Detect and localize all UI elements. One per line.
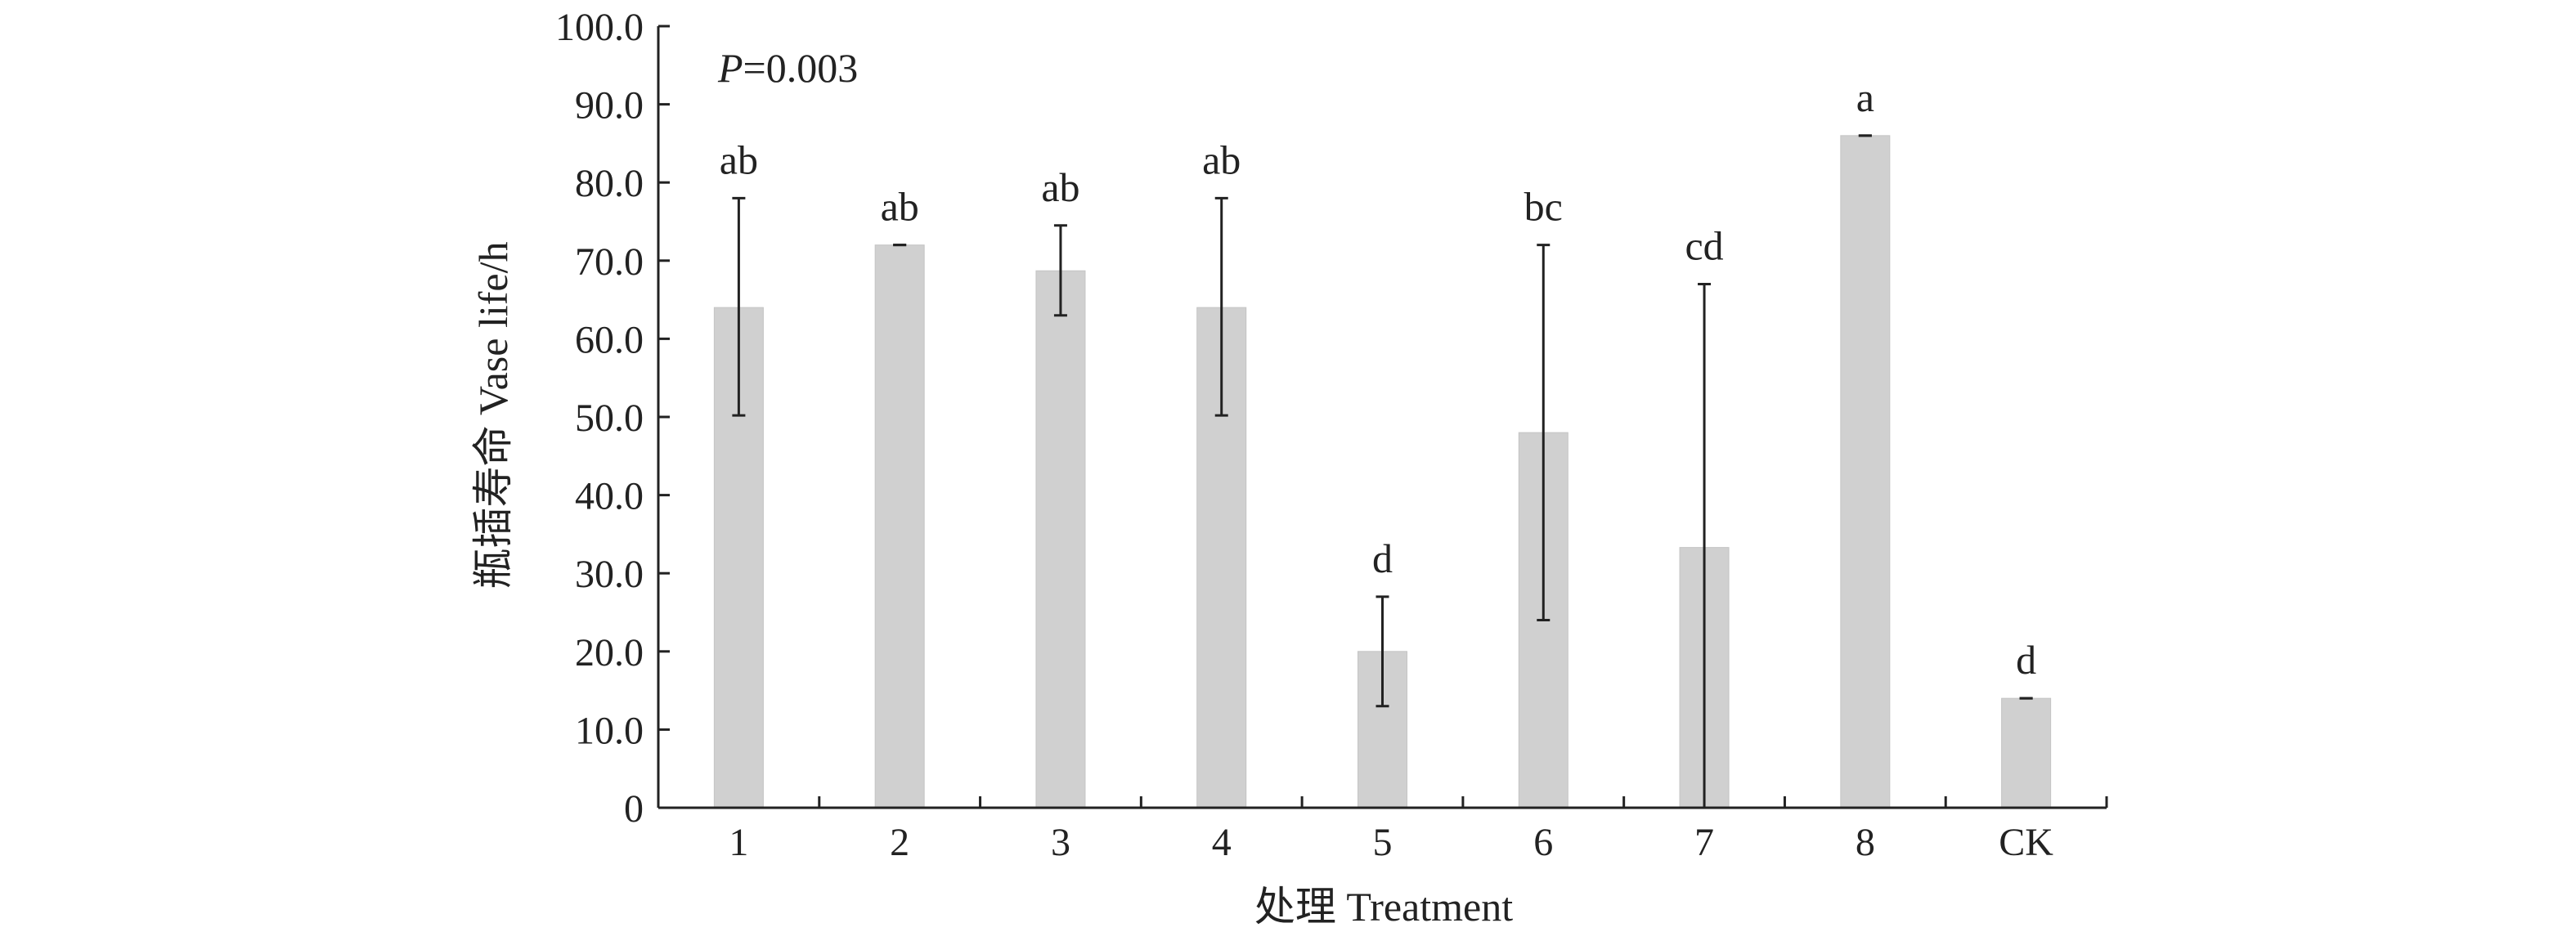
x-tick-label-3: 3 — [1051, 821, 1070, 864]
p-value-annotation: P=0.003 — [717, 45, 858, 91]
x-axis: 1 2 3 4 5 6 7 8 CK — [657, 796, 2108, 864]
y-tick-label: 100.0 — [555, 6, 644, 49]
x-tick-label-2: 2 — [890, 821, 909, 864]
x-tick-label-8: 8 — [1856, 821, 1875, 864]
x-tick-label-6: 6 — [1533, 821, 1553, 864]
y-tick-label: 80.0 — [575, 162, 644, 205]
significance-label-1: ab — [720, 137, 758, 182]
significance-label-8: a — [1856, 74, 1874, 120]
y-tick-label: 30.0 — [575, 553, 644, 596]
significance-label-4: ab — [1202, 137, 1241, 182]
y-tick-label: 40.0 — [575, 475, 644, 518]
error-bar-3 — [1053, 224, 1067, 317]
significance-label-3: ab — [1041, 164, 1079, 210]
p-value-number: =0.003 — [743, 45, 859, 91]
error-bars-layer — [732, 134, 2033, 809]
y-tick-label: 10.0 — [575, 709, 644, 752]
error-bar-6 — [1537, 244, 1551, 622]
significance-label-7: cd — [1685, 222, 1723, 268]
error-bar-5 — [1376, 595, 1389, 708]
y-tick-label: 0 — [624, 787, 644, 831]
x-tick-label-5: 5 — [1373, 821, 1393, 864]
error-bar-1 — [732, 196, 746, 417]
y-tick-label: 90.0 — [575, 84, 644, 128]
significance-label-2: ab — [881, 184, 919, 230]
y-axis-title: 瓶插寿命 Vase life/h — [470, 242, 516, 589]
y-tick-label: 50.0 — [575, 397, 644, 440]
x-tick-label-7: 7 — [1694, 821, 1714, 864]
x-axis-title: 处理 Treatment — [1254, 884, 1513, 930]
bar-2 — [874, 244, 925, 809]
error-bar-4 — [1214, 196, 1228, 417]
bar-8 — [1840, 135, 1891, 809]
x-tick-label-CK: CK — [1999, 821, 2053, 864]
bar-CK — [2001, 697, 2052, 809]
p-value-symbol: P — [717, 45, 743, 91]
significance-label-CK: d — [2016, 637, 2036, 683]
bar-3 — [1035, 270, 1086, 809]
x-tick-label-4: 4 — [1212, 821, 1232, 864]
y-axis: 0 10.0 20.0 30.0 40.0 50.0 60.0 70.0 80.0 90.0 100… — [555, 6, 670, 831]
x-tick-label-1: 1 — [729, 821, 748, 864]
significance-label-6: bc — [1524, 184, 1563, 230]
significance-labels-layer: ab ab ab ab d bc cd a d — [720, 74, 2036, 683]
y-tick-label: 60.0 — [575, 318, 644, 361]
significance-label-5: d — [1372, 535, 1393, 581]
y-tick-label: 20.0 — [575, 631, 644, 674]
y-tick-label: 70.0 — [575, 240, 644, 284]
